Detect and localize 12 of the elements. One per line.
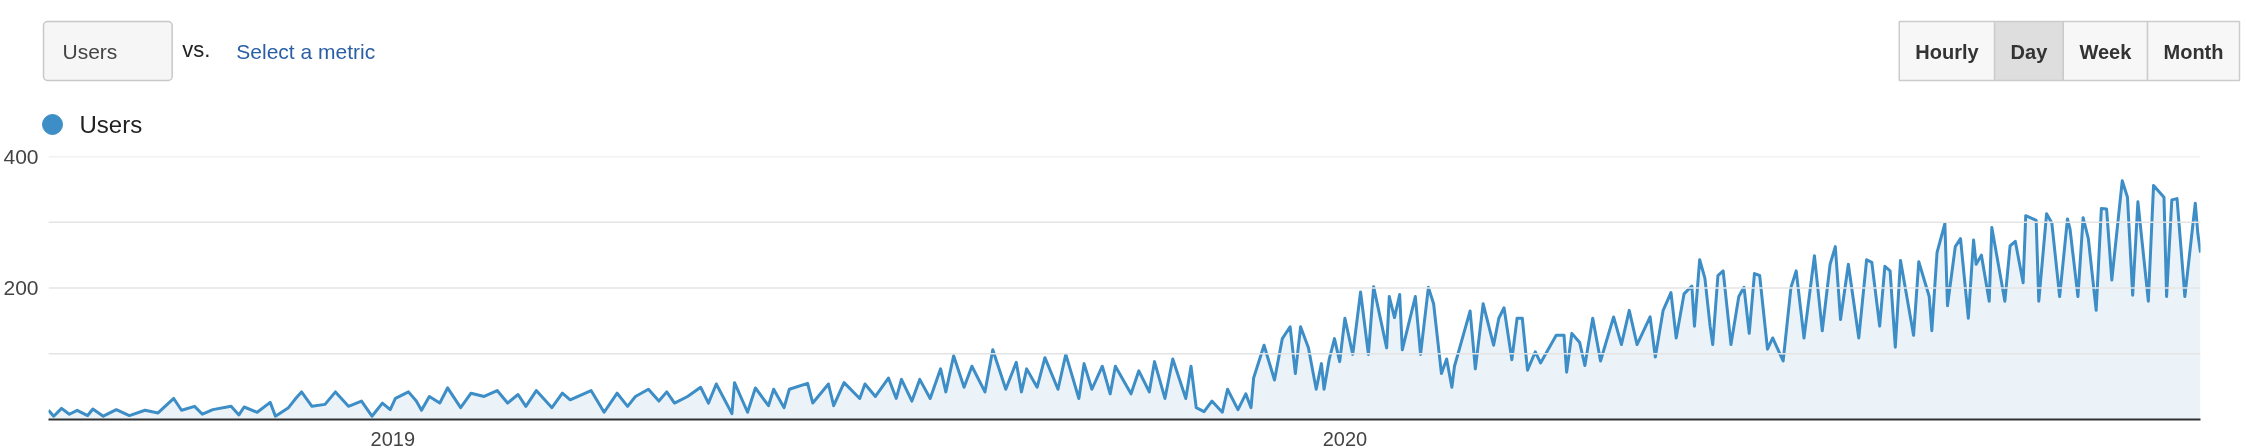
text: Select a metric xyxy=(236,40,376,63)
y-tick-label: 200 xyxy=(3,276,39,299)
x-tick-label: 2019 xyxy=(370,427,416,448)
text: Users xyxy=(62,40,118,63)
x-tick-label: 2020 xyxy=(1322,427,1368,448)
text: Week xyxy=(2079,40,2133,63)
legend-label: Users xyxy=(79,111,143,138)
text: Hourly xyxy=(1915,40,1980,63)
text: Month xyxy=(2163,40,2224,63)
text: vs. xyxy=(182,37,211,62)
y-tick-label: 400 xyxy=(3,144,39,168)
text: Day xyxy=(2010,40,2049,63)
